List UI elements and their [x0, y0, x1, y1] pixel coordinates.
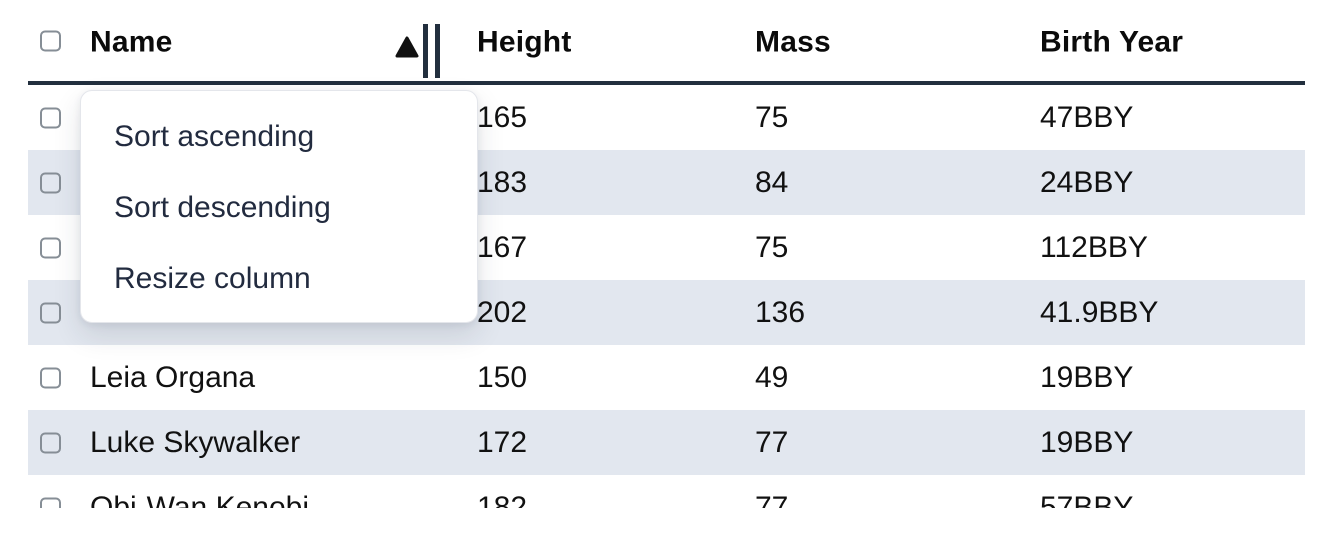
cell-mass: 49 [755, 360, 789, 394]
cell-mass: 77 [755, 490, 789, 509]
resize-bar-icon [435, 24, 440, 78]
cell-height: 183 [477, 165, 528, 199]
column-resize-handle[interactable] [423, 24, 441, 78]
cell-birth-year: 19BBY [1040, 425, 1134, 459]
column-header-mass[interactable]: Mass [755, 24, 831, 58]
cell-mass: 77 [755, 425, 789, 459]
menu-item-resize-column[interactable]: Resize column [114, 261, 311, 295]
table-row: Obi-Wan Kenobi 182 77 57BBY [28, 475, 1305, 508]
cell-height: 150 [477, 360, 528, 394]
menu-item-sort-ascending[interactable]: Sort ascending [114, 119, 315, 153]
cell-height: 165 [477, 100, 528, 134]
table-row: Luke Skywalker 172 77 19BBY [28, 410, 1305, 475]
cell-birth-year: 47BBY [1040, 100, 1134, 134]
column-header-height[interactable]: Height [477, 24, 572, 58]
table-header-row: Name Height Mass Birth Year [28, 0, 1305, 85]
cell-mass: 75 [755, 230, 789, 264]
column-header-name[interactable]: Name [90, 24, 173, 58]
cell-mass: 75 [755, 100, 789, 134]
cell-name: Obi-Wan Kenobi [90, 490, 309, 509]
select-all-checkbox[interactable] [40, 30, 61, 51]
cell-birth-year: 112BBY [1040, 230, 1148, 264]
cell-height: 172 [477, 425, 528, 459]
row-checkbox[interactable] [40, 172, 61, 193]
resize-bar-icon [423, 24, 428, 78]
column-context-menu: Sort ascending Sort descending Resize co… [80, 90, 478, 323]
cell-height: 202 [477, 295, 528, 329]
cell-mass: 136 [755, 295, 806, 329]
cell-name: Luke Skywalker [90, 425, 301, 459]
row-checkbox[interactable] [40, 367, 61, 388]
row-checkbox[interactable] [40, 432, 61, 453]
menu-item-sort-descending[interactable]: Sort descending [114, 190, 331, 224]
cell-mass: 84 [755, 165, 789, 199]
cell-name: Leia Organa [90, 360, 256, 394]
row-checkbox[interactable] [40, 497, 61, 508]
cell-birth-year: 57BBY [1040, 490, 1134, 509]
cell-height: 182 [477, 490, 528, 509]
cell-birth-year: 41.9BBY [1040, 295, 1159, 329]
row-checkbox[interactable] [40, 107, 61, 128]
cell-height: 167 [477, 230, 528, 264]
row-checkbox[interactable] [40, 302, 61, 323]
cell-birth-year: 24BBY [1040, 165, 1134, 199]
table-row: Leia Organa 150 49 19BBY [28, 345, 1305, 410]
sort-ascending-triangle-icon [395, 36, 419, 58]
cell-birth-year: 19BBY [1040, 360, 1134, 394]
row-checkbox[interactable] [40, 237, 61, 258]
column-header-birth-year[interactable]: Birth Year [1040, 24, 1184, 58]
